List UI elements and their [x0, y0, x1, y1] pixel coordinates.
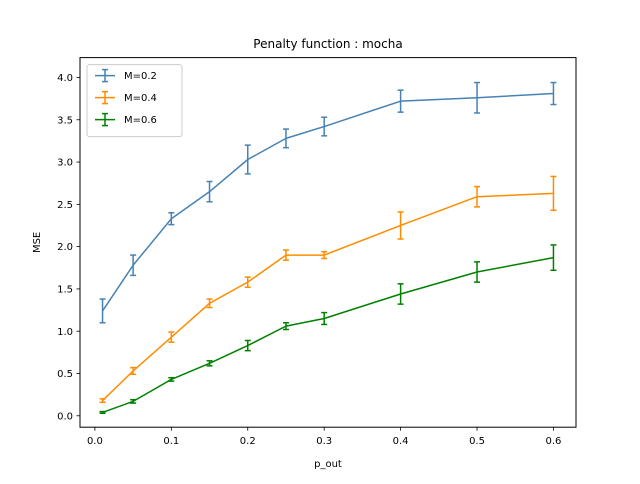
x-axis-label: p_out [314, 459, 342, 470]
plot-layer [99, 81, 557, 414]
y-tick-label: 3.0 [57, 158, 73, 169]
y-tick-label: 1.5 [57, 285, 73, 296]
y-axis-label: MSE [32, 232, 43, 253]
legend-label: M=0.2 [124, 71, 157, 82]
legend-box [86, 64, 183, 138]
series-line [102, 192, 554, 402]
legend: M=0.2 M=0.4 M=0.6 [86, 64, 183, 138]
axes-frame [79, 57, 577, 428]
x-tick-label: 0.6 [546, 436, 562, 447]
legend-label: M=0.6 [124, 115, 157, 126]
legend-label: M=0.4 [124, 93, 157, 104]
x-tick-label: 0.0 [87, 436, 103, 447]
legend-item: M=0.6 [95, 112, 157, 127]
x-tick-label: 0.5 [469, 436, 485, 447]
y-tick-label: 2.0 [57, 242, 73, 253]
y-tick-label: 0.0 [57, 411, 73, 422]
x-axis-ticks: 0.0 0.1 0.2 0.3 0.4 0.5 0.6 [87, 427, 561, 447]
x-tick-label: 0.2 [240, 436, 256, 447]
x-tick-label: 0.4 [393, 436, 409, 447]
series-group [99, 244, 557, 414]
y-tick-label: 1.0 [57, 327, 73, 338]
legend-item: M=0.2 [95, 68, 157, 83]
y-axis-ticks: 0.0 0.5 1.0 1.5 2.0 2.5 3.0 3.5 4.0 [57, 73, 80, 422]
series-line [101, 92, 554, 312]
y-tick-label: 2.5 [57, 200, 73, 211]
x-tick-label: 0.3 [316, 436, 332, 447]
x-tick-label: 0.1 [163, 436, 179, 447]
legend-item: M=0.4 [95, 90, 157, 105]
y-tick-label: 0.5 [57, 369, 73, 380]
series-line [102, 256, 554, 414]
y-tick-label: 3.5 [57, 115, 73, 126]
chart-title: Penalty function : mocha [253, 37, 402, 51]
y-tick-label: 4.0 [57, 73, 73, 84]
series-group [99, 81, 557, 324]
series-group [99, 175, 557, 403]
